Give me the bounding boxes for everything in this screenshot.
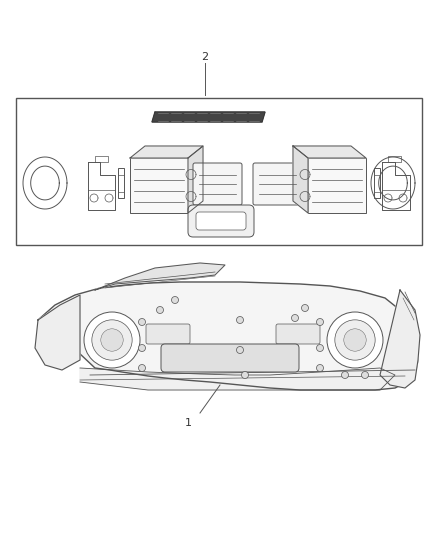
Polygon shape xyxy=(80,368,395,390)
Bar xyxy=(374,168,380,198)
Circle shape xyxy=(292,314,299,321)
Circle shape xyxy=(138,344,145,351)
Circle shape xyxy=(172,296,179,303)
Bar xyxy=(130,158,188,213)
FancyBboxPatch shape xyxy=(276,324,320,344)
Circle shape xyxy=(138,319,145,326)
Circle shape xyxy=(156,306,163,313)
Polygon shape xyxy=(95,263,225,290)
Polygon shape xyxy=(293,146,366,158)
FancyBboxPatch shape xyxy=(253,163,302,205)
Polygon shape xyxy=(152,112,265,122)
Circle shape xyxy=(84,312,140,368)
Polygon shape xyxy=(130,146,203,158)
Text: 1: 1 xyxy=(184,418,191,428)
Polygon shape xyxy=(35,295,80,370)
Circle shape xyxy=(335,320,375,360)
Circle shape xyxy=(327,312,383,368)
Circle shape xyxy=(241,372,248,378)
Polygon shape xyxy=(380,290,420,388)
Polygon shape xyxy=(293,146,308,213)
Circle shape xyxy=(361,372,368,378)
FancyBboxPatch shape xyxy=(146,324,190,344)
FancyBboxPatch shape xyxy=(188,205,254,237)
Polygon shape xyxy=(38,282,418,390)
Circle shape xyxy=(138,365,145,372)
Circle shape xyxy=(301,304,308,311)
Circle shape xyxy=(317,319,324,326)
Circle shape xyxy=(317,365,324,372)
FancyBboxPatch shape xyxy=(193,163,242,205)
Circle shape xyxy=(317,344,324,351)
Circle shape xyxy=(101,329,123,351)
Circle shape xyxy=(237,346,244,353)
Polygon shape xyxy=(188,146,203,213)
Bar xyxy=(16,98,422,245)
Bar xyxy=(308,158,366,213)
Text: 2: 2 xyxy=(201,52,208,62)
FancyBboxPatch shape xyxy=(161,344,299,372)
FancyBboxPatch shape xyxy=(196,212,246,230)
Bar xyxy=(118,168,124,198)
Circle shape xyxy=(237,317,244,324)
Circle shape xyxy=(92,320,132,360)
Circle shape xyxy=(342,372,349,378)
Circle shape xyxy=(344,329,366,351)
